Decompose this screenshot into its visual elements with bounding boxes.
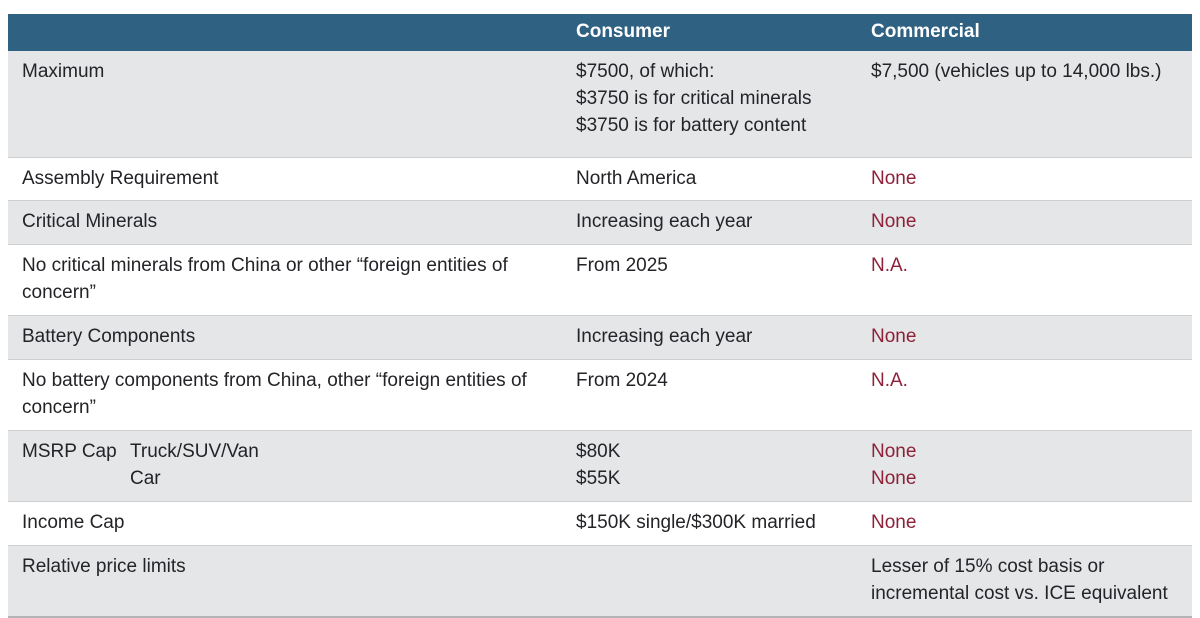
consumer-cell: Increasing each year [576,315,871,361]
commercial-cell: None [871,157,1192,202]
commercial-cell: N.A. [871,244,1192,317]
consumer-cell: Increasing each year [576,200,871,246]
commercial-cell: None None [871,430,1192,503]
msrp-sublabels: Truck/SUV/Van Car [130,439,259,493]
ev-tax-credit-table: Consumer Commercial Maximum $7500, of wh… [8,14,1192,618]
commercial-cell: N.A. [871,359,1192,432]
cell-line: $7500, of which: [576,61,715,82]
header-consumer: Consumer [576,14,871,51]
row-label-cell: MSRP Cap Truck/SUV/Van Car [8,430,576,503]
consumer-cell: From 2024 [576,359,871,432]
cell-line: None [871,468,917,490]
table-row-relative-price-limits: Relative price limits Lesser of 15% cost… [8,545,1192,618]
table-row-no-battery-components-china: No battery components from China, other … [8,359,1192,432]
row-label-cell: Income Cap [8,501,576,547]
table-row-msrp-cap: MSRP Cap Truck/SUV/Van Car $80K $55K Non… [8,430,1192,503]
commercial-cell: $7,500 (vehicles up to 14,000 lbs.) [871,51,1192,158]
consumer-cell: $80K $55K [576,430,871,503]
table-row-critical-minerals: Critical Minerals Increasing each year N… [8,200,1192,246]
cell-line: Truck/SUV/Van [130,441,259,463]
row-label-cell: Battery Components [8,315,576,361]
commercial-cell: None [871,501,1192,547]
table-row-no-critical-minerals-china: No critical minerals from China or other… [8,244,1192,317]
cell-line: $55K [576,468,621,490]
cell-line: $80K [576,441,621,463]
commercial-cell: None [871,315,1192,361]
header-blank-cell [8,14,576,51]
cell-line: Car [130,468,161,490]
table-row-income-cap: Income Cap $150K single/$300K married No… [8,501,1192,547]
consumer-cell: From 2025 [576,244,871,317]
commercial-cell: Lesser of 15% cost basis or incremental … [871,545,1192,618]
consumer-cell: North America [576,157,871,202]
commercial-cell: None [871,200,1192,246]
consumer-cell [576,545,871,618]
header-row: Consumer Commercial [8,14,1192,51]
row-label-cell: Relative price limits [8,545,576,618]
row-label-cell: No battery components from China, other … [8,359,576,432]
table-row-assembly-requirement: Assembly Requirement North America None [8,157,1192,202]
row-label-cell: Critical Minerals [8,200,576,246]
row-label: MSRP Cap [22,441,117,463]
table-header: Consumer Commercial [8,14,1192,51]
consumer-cell: $7500, of which: $3750 is for critical m… [576,51,871,158]
row-label-cell: No critical minerals from China or other… [8,244,576,317]
cell-line: None [871,441,917,463]
header-commercial: Commercial [871,14,1192,51]
row-label-cell: Maximum [8,51,576,158]
cell-line: $3750 is for critical minerals [576,87,812,109]
consumer-cell: $150K single/$300K married [576,501,871,547]
msrp-cap-group: MSRP Cap Truck/SUV/Van Car [22,439,566,493]
table-row-battery-components: Battery Components Increasing each year … [8,315,1192,361]
table-row-maximum: Maximum $7500, of which: $3750 is for cr… [8,51,1192,158]
cell-line: $3750 is for battery content [576,114,807,136]
row-label-cell: Assembly Requirement [8,157,576,202]
